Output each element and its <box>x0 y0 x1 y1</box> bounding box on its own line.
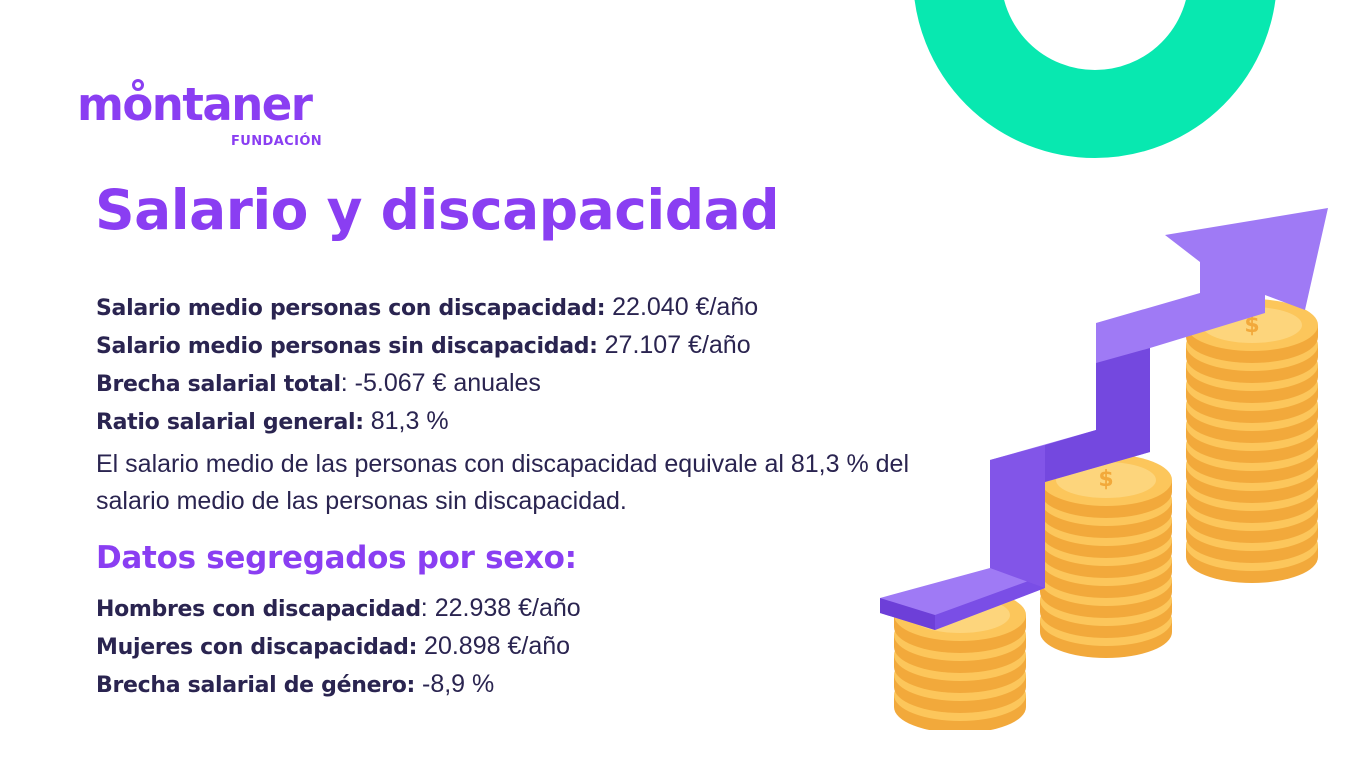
stat-value: : -5.067 € anuales <box>340 369 541 397</box>
svg-text:$: $ <box>1098 467 1113 492</box>
summary-paragraph: El salario medio de las personas con dis… <box>96 450 910 515</box>
logo-wordmark: montaner <box>77 78 313 131</box>
gender-stats: Hombres con discapacidad: 22.938 €/año M… <box>96 590 581 704</box>
coins-growth-arrow-illustration: $ $ <box>880 208 1328 730</box>
stat-row: Brecha salarial de género: -8,9 % <box>96 666 581 704</box>
coin-stack-icon: $ <box>1186 299 1318 583</box>
stat-row: Ratio salarial general: 81,3 % <box>96 403 758 441</box>
stat-label: Mujeres con discapacidad: <box>96 635 418 660</box>
coin-stack-icon: $ <box>1040 454 1172 658</box>
stat-value: -8,9 % <box>415 670 495 698</box>
stat-row: Brecha salarial total: -5.067 € anuales <box>96 365 758 403</box>
stat-row: Salario medio personas con discapacidad:… <box>96 289 758 327</box>
stat-value: 81,3 % <box>363 407 449 435</box>
stat-row: Hombres con discapacidad: 22.938 €/año <box>96 590 581 628</box>
stat-label: Brecha salarial total <box>96 372 341 397</box>
stat-row: Salario medio personas sin discapacidad:… <box>96 327 758 365</box>
decorative-ring <box>913 0 1277 158</box>
salary-stats: Salario medio personas con discapacidad:… <box>96 289 758 441</box>
logo-subtitle: FUNDACIÓN <box>231 134 323 149</box>
stat-row: Mujeres con discapacidad: 20.898 €/año <box>96 628 581 666</box>
page-title: Salario y discapacidad <box>95 178 780 242</box>
fundacion-montaner-logo: montaner FUNDACIÓN <box>77 78 322 149</box>
stat-value: 22.040 €/año <box>605 293 759 321</box>
stat-label: Brecha salarial de género: <box>96 673 416 698</box>
stat-value: 20.898 €/año <box>417 632 571 660</box>
stat-value: : 22.938 €/año <box>420 594 581 622</box>
growth-arrow-icon <box>880 208 1328 630</box>
stat-label: Salario medio personas sin discapacidad: <box>96 334 598 359</box>
stat-label: Salario medio personas con discapacidad: <box>96 296 606 321</box>
section-title: Datos segregados por sexo: <box>96 540 577 576</box>
stat-label: Hombres con discapacidad <box>96 597 421 622</box>
svg-text:$: $ <box>1244 313 1259 338</box>
stat-label: Ratio salarial general: <box>96 410 364 435</box>
logo-dot-icon <box>132 79 144 91</box>
stat-value: 27.107 €/año <box>597 331 751 359</box>
